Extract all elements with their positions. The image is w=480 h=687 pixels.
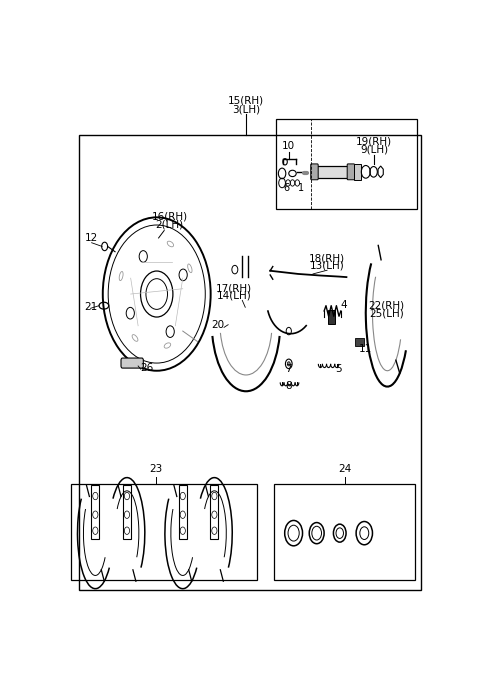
Text: 20: 20 — [212, 320, 225, 330]
Text: 19(RH): 19(RH) — [356, 137, 393, 147]
Bar — [123, 486, 131, 539]
Text: 17(RH): 17(RH) — [216, 284, 252, 293]
Text: 3(LH): 3(LH) — [232, 104, 260, 115]
Text: 15(RH): 15(RH) — [228, 96, 264, 106]
Bar — [276, 120, 417, 210]
Text: 5: 5 — [336, 364, 342, 374]
Text: 1: 1 — [298, 183, 304, 193]
Text: 4: 4 — [340, 300, 347, 310]
Text: 23: 23 — [149, 464, 162, 474]
Text: 16(RH): 16(RH) — [152, 212, 188, 222]
Text: 6: 6 — [284, 183, 290, 193]
FancyBboxPatch shape — [311, 164, 318, 180]
Text: 2(LH): 2(LH) — [156, 219, 184, 229]
Text: 24: 24 — [338, 464, 351, 474]
Bar — [354, 164, 361, 180]
Bar — [91, 486, 99, 539]
Text: 13(LH): 13(LH) — [310, 260, 345, 271]
FancyBboxPatch shape — [121, 358, 144, 368]
Bar — [79, 135, 421, 590]
Bar — [210, 486, 218, 539]
Bar — [355, 339, 363, 346]
Text: 9(LH): 9(LH) — [360, 144, 388, 155]
Text: 10: 10 — [282, 141, 295, 150]
Text: 18(RH): 18(RH) — [309, 254, 345, 263]
Text: 25(LH): 25(LH) — [369, 308, 404, 318]
Text: 12: 12 — [85, 233, 98, 243]
Circle shape — [288, 362, 290, 366]
Text: 8: 8 — [286, 381, 292, 392]
Text: 22(RH): 22(RH) — [369, 301, 405, 311]
FancyBboxPatch shape — [347, 164, 355, 180]
Bar — [274, 484, 415, 580]
Text: 14(LH): 14(LH) — [217, 291, 252, 301]
Text: 21: 21 — [84, 302, 97, 312]
Text: 11: 11 — [359, 344, 372, 354]
Text: 7: 7 — [286, 364, 292, 374]
Bar — [179, 486, 187, 539]
Bar — [317, 166, 348, 178]
Text: 26: 26 — [140, 363, 153, 373]
Bar — [328, 310, 335, 324]
Bar — [71, 484, 257, 580]
